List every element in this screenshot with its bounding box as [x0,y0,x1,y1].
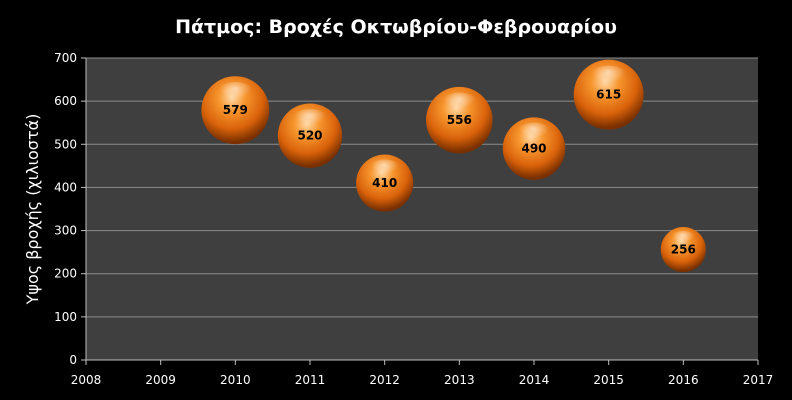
bubble-label-2012: 410 [372,176,397,190]
x-tick-label-2013: 2013 [444,373,475,387]
bubble-shine-2015 [587,65,630,93]
bubble-2011: 520 [277,103,343,168]
x-tick-label-2008: 2008 [71,373,102,387]
bubble-shine-2011 [290,108,330,134]
bubble-label-2016: 256 [671,243,696,257]
bubble-shine-2013 [439,92,480,118]
x-tick-label-2010: 2010 [220,373,251,387]
y-tick-labels: 0 100 200 300 400 500 600 700 [54,51,77,367]
bubble-2014: 490 [502,117,566,180]
x-tick-label-2014: 2014 [519,373,550,387]
y-axis-label: Υψος βροχής (χιλιοστά) [23,114,42,306]
bubble-2015: 615 [573,59,644,130]
x-tick-label-2009: 2009 [145,373,176,387]
y-tick-label-500: 500 [54,137,77,151]
bubble-label-2011: 520 [297,129,322,143]
y-tick-label-700: 700 [54,51,77,65]
bubble-2012: 410 [356,154,414,212]
y-tick-label-600: 600 [54,94,77,108]
bubble-label-2010: 579 [223,103,248,117]
bubble-shine-2010 [214,82,256,108]
y-tick-label-200: 200 [54,267,77,281]
x-tick-label-2015: 2015 [593,373,624,387]
bubble-label-2013: 556 [447,113,472,127]
axes [81,57,759,365]
y-tick-label-100: 100 [54,310,77,324]
bubble-2013: 556 [426,86,493,154]
bubble-2010: 579 [201,76,270,145]
x-tick-label-2011: 2011 [295,373,326,387]
x-tick-label-2012: 2012 [369,373,400,387]
y-tick-label-400: 400 [54,180,77,194]
y-tick-label-300: 300 [54,224,77,238]
bubble-label-2014: 490 [521,142,546,156]
bubble-label-2015: 615 [596,88,621,102]
gridlines [86,57,758,318]
bubble-shine-2016 [669,230,697,248]
x-tick-label-2017: 2017 [743,373,774,387]
y-tick-label-0: 0 [69,353,77,367]
x-tick-label-2016: 2016 [668,373,699,387]
bubble-shine-2012 [367,159,402,182]
bubble-series: 579 520 410 556 490 615 256 [201,59,706,273]
bubble-shine-2014 [515,122,553,147]
bubble-2016: 256 [660,226,706,273]
plot-area [86,58,758,360]
x-tick-labels: 2008 2009 2010 2011 2012 2013 2014 2015 2016 2017 [71,373,774,387]
chart-title: Πάτμος: Βροχές Οκτωβρίου-Φεβρουαρίου [175,16,617,38]
